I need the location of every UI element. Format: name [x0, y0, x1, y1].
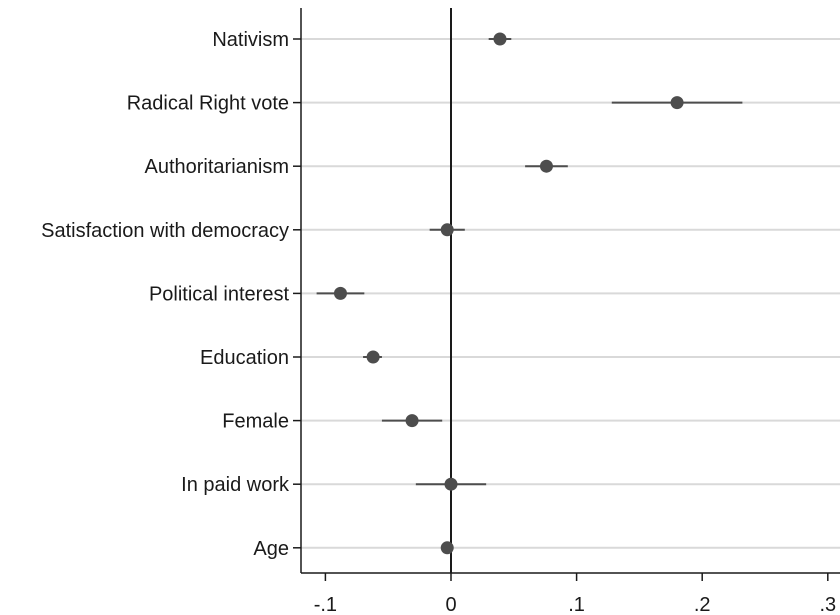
x-tick-label: -.1 [314, 594, 337, 615]
estimate-point [440, 223, 454, 237]
y-tick-label: Female [222, 411, 289, 433]
grid-lines [301, 38, 840, 549]
estimate-point [670, 96, 684, 110]
y-tick-label: Authoritarianism [144, 156, 289, 178]
y-tick-label: Radical Right vote [127, 93, 289, 115]
x-tick-label: .2 [694, 594, 711, 615]
estimate-point [440, 541, 454, 555]
y-tick-label: Education [200, 347, 289, 369]
x-tick-label: .3 [819, 594, 836, 615]
x-tick-label: 0 [445, 594, 456, 615]
estimate-point [444, 477, 458, 491]
estimate-point [405, 414, 419, 428]
estimate-point [366, 350, 380, 364]
y-tick-label: Nativism [212, 29, 289, 51]
y-tick-label: Age [253, 538, 289, 560]
y-tick-label: Political interest [149, 283, 290, 305]
estimate-point [493, 32, 507, 46]
estimate-point [539, 159, 553, 173]
x-axis-ticks: -.1 0 .1 .2 .3 [314, 573, 836, 615]
y-tick-label: In paid work [181, 474, 290, 496]
point-estimates [333, 32, 684, 555]
x-tick-label: .1 [568, 594, 585, 615]
estimate-point [333, 286, 347, 300]
y-tick-label: Satisfaction with democracy [41, 220, 289, 242]
y-axis-ticks: Nativism Radical Right vote Authoritariani… [41, 29, 301, 560]
